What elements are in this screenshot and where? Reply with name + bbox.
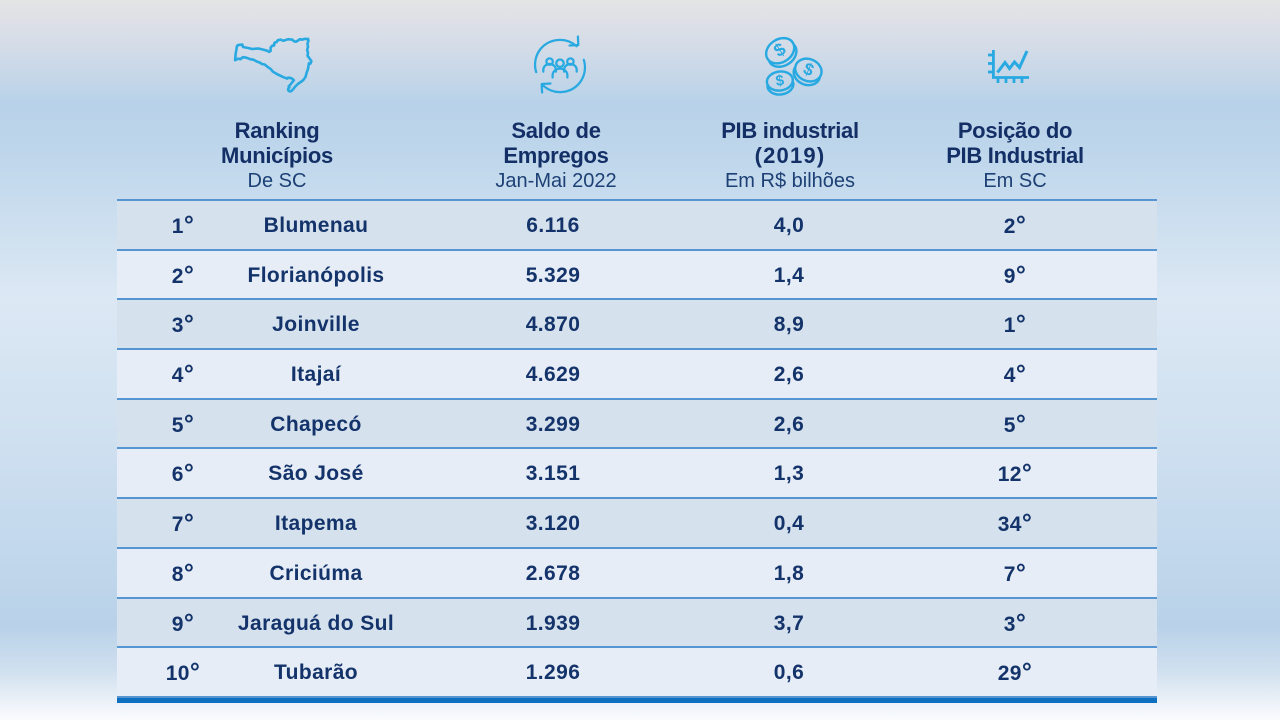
svg-text:$: $ bbox=[770, 39, 789, 61]
svg-text:$: $ bbox=[801, 59, 817, 80]
svg-text:$: $ bbox=[775, 72, 786, 90]
